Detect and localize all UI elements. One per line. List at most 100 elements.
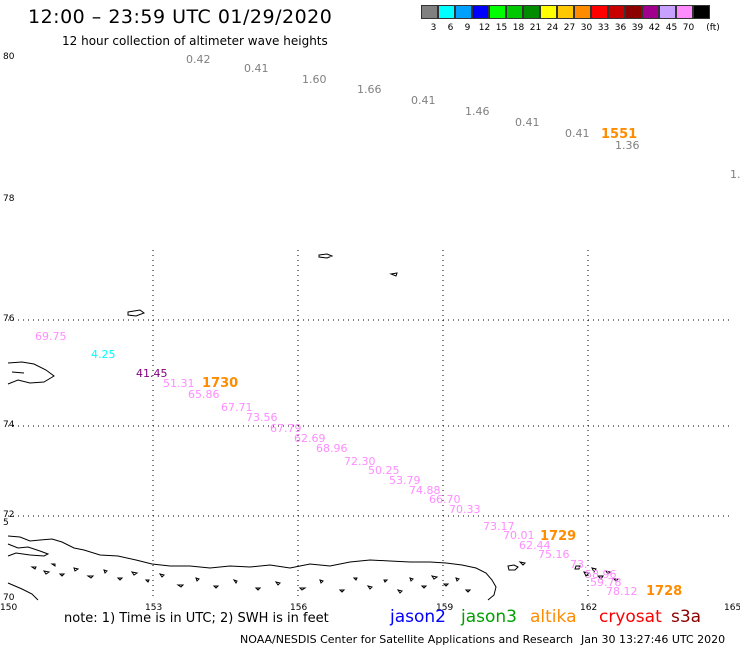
islets-1 <box>30 563 472 594</box>
pass-time-label: 1729 <box>540 529 576 544</box>
map-subtitle: 12 hour collection of altimeter wave hei… <box>62 34 328 48</box>
colorbar-swatch <box>540 5 557 19</box>
colorbar-label: 42 <box>648 23 661 33</box>
colorbar-label: 27 <box>563 23 576 33</box>
colorbar-swatch <box>608 5 625 19</box>
lat-tick-label: 76 <box>3 314 15 324</box>
legend-s3a: s3a <box>671 607 702 627</box>
swh-label: 0.41 <box>565 127 590 140</box>
colorbar-label: 39 <box>631 23 644 33</box>
colorbar-label: 15 <box>495 23 508 33</box>
coastline <box>7 253 620 601</box>
land-south-coast <box>7 535 497 601</box>
swh-label: 73.56 <box>246 411 278 424</box>
legend-jason2: jason2 <box>390 607 446 627</box>
colorbar-swatch <box>489 5 506 19</box>
colorbar-label: 30 <box>580 23 593 33</box>
islets-2 <box>507 561 620 582</box>
colorbar-swatch <box>676 5 693 19</box>
island-c <box>127 309 146 317</box>
lat-tick-label: 78 <box>3 194 15 204</box>
pass-time-label: 1728 <box>646 584 682 599</box>
swh-label: 70.33 <box>449 503 481 516</box>
swh-label: 74.88 <box>409 484 441 497</box>
pass-time-label: 1730 <box>202 376 238 391</box>
swh-label: 73.17 <box>483 520 515 533</box>
lon-tick-label: 153 <box>145 603 162 613</box>
map-title: 12:00 – 23:59 UTC 01/29/2020 <box>28 6 333 28</box>
units-note: note: 1) Time is in UTC; 2) SWH is in fe… <box>64 611 329 626</box>
colorbar-label: 12 <box>478 23 491 33</box>
legend-jason3: jason3 <box>461 607 517 627</box>
swh-label: 1.36 <box>615 139 640 152</box>
swh-label: 73. <box>570 558 588 571</box>
pass-time-label: 1551 <box>601 127 637 142</box>
island-b <box>389 272 398 277</box>
colorbar-swatch <box>574 5 591 19</box>
lat-lon-grid <box>8 250 733 600</box>
swh-label: 0.42 <box>186 53 211 66</box>
colorbar-swatch <box>659 5 676 19</box>
swh-label: 75.16 <box>538 548 570 561</box>
land-left-peninsula <box>7 361 55 385</box>
swh-label: 70.01 <box>503 529 535 542</box>
lat-tick-label: 72 <box>3 510 14 520</box>
swh-label: 1.60 <box>302 73 327 86</box>
swh-label: 1.66 <box>357 83 382 96</box>
swh-label: 62.69 <box>294 432 326 445</box>
lon-tick-label: 150 <box>0 603 17 613</box>
lat-tick-label: 80 <box>3 52 15 62</box>
pass-time-labels: 1551 1730 1729 1728 <box>202 127 682 599</box>
land-southwest-cape <box>7 582 39 601</box>
swh-label: 51.31 <box>163 377 195 390</box>
swh-label: 67.79 <box>270 422 302 435</box>
swh-label: 66.70 <box>429 493 461 506</box>
footer-credit: NOAA/NESDIS Center for Satellite Applica… <box>240 633 574 646</box>
lat-tick-label: 5 <box>3 518 9 528</box>
swh-label: 65.86 <box>188 388 220 401</box>
swh-label: 41.45 <box>136 367 168 380</box>
swh-label: 59.78 <box>590 576 622 589</box>
colorbar-swatch <box>523 5 540 19</box>
colorbar-label: 3 <box>430 23 437 33</box>
swh-label: 50.25 <box>368 464 400 477</box>
swh-label: 4.25 <box>91 348 116 361</box>
colorbar-swatch <box>557 5 574 19</box>
colorbar-label: 24 <box>546 23 559 33</box>
swh-label: 0.41 <box>411 94 436 107</box>
colorbar-label: 33 <box>597 23 610 33</box>
swh-label: 1. <box>730 168 740 181</box>
swh-label: 62.44 <box>519 539 551 552</box>
colorbar-label: 21 <box>529 23 542 33</box>
colorbar-label: 70 <box>682 23 695 33</box>
colorbar-swatch <box>625 5 642 19</box>
colorbar-label: 9 <box>464 23 471 33</box>
swh-label: 72.30 <box>344 455 376 468</box>
lon-tick-label: 165 <box>724 603 740 613</box>
colorbar-label: 36 <box>614 23 627 33</box>
colorbar-swatch <box>693 5 710 19</box>
legend-altika: altika <box>530 607 577 627</box>
swh-label: 68.96 <box>316 442 348 455</box>
lon-tick-label: 162 <box>580 603 597 613</box>
swh-label: 0.41 <box>515 116 540 129</box>
island-a <box>318 253 334 259</box>
land-west-lobe <box>7 543 50 557</box>
footer-timestamp: Jan 30 13:27:46 UTC 2020 <box>581 633 726 646</box>
altimeter-tracks: 0.42 0.41 1.60 1.66 0.41 1.46 0.41 0.41 1.36 1. 69… <box>35 53 740 598</box>
swh-label: 1.46 <box>465 105 490 118</box>
colorbar-label: 18 <box>512 23 525 33</box>
lon-tick-label: 156 <box>290 603 307 613</box>
colorbar-unit: (ft) <box>706 23 720 33</box>
colorbar-label: 6 <box>447 23 454 33</box>
colorbar-swatch <box>472 5 489 19</box>
axis-tick-labels: 150 153 156 159 162 165 80 78 76 74 72 70 5 <box>0 52 740 613</box>
lat-tick-label: 74 <box>3 420 15 430</box>
colorbar-swatch <box>455 5 472 19</box>
colorbar-swatch <box>591 5 608 19</box>
colorbar-label: 45 <box>665 23 678 33</box>
swh-label: 0.41 <box>244 62 269 75</box>
lat-tick-label: 70 <box>3 593 15 603</box>
swh-label: 58.96 <box>585 568 617 581</box>
